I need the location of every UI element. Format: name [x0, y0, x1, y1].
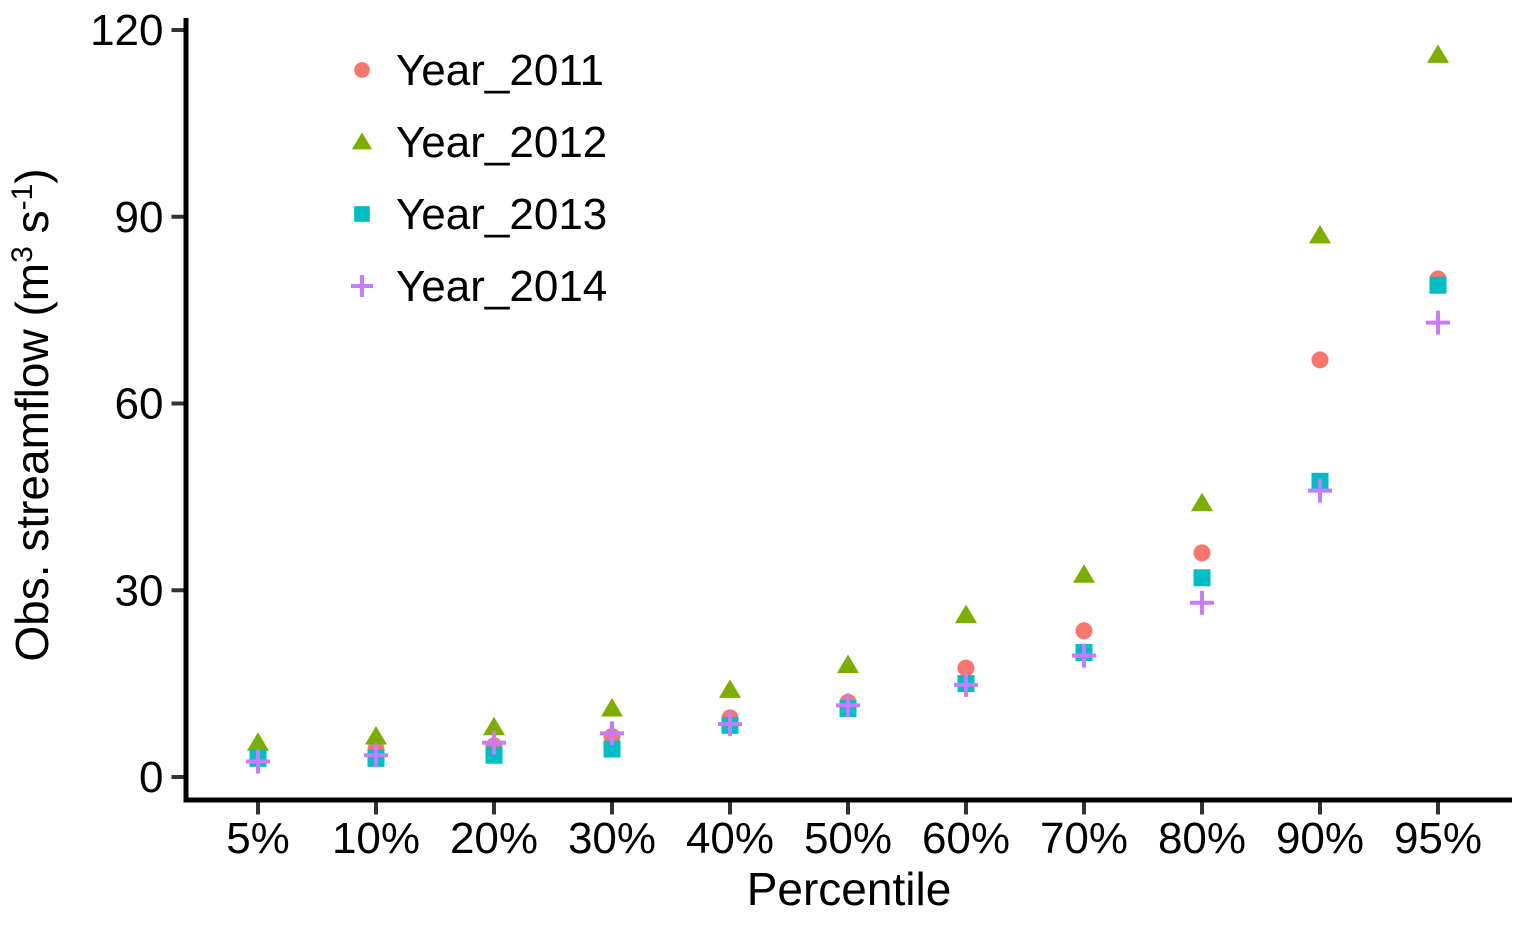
legend-label-year_2012: Year_2012	[396, 118, 607, 167]
data-point-year_2014-80%	[1190, 590, 1214, 615]
y-tick-label: 0	[139, 753, 163, 802]
legend-label-year_2014: Year_2014	[396, 262, 607, 311]
data-point-year_2012-95%	[1427, 44, 1449, 63]
x-axis-title: Percentile	[747, 863, 952, 915]
data-point-year_2014-60%	[954, 672, 978, 697]
data-point-year_2012-30%	[601, 698, 623, 717]
y-tick-label: 30	[115, 566, 164, 615]
data-point-year_2012-80%	[1191, 492, 1213, 512]
data-point-year_2014-95%	[1426, 310, 1450, 335]
x-tick-label: 20%	[450, 814, 538, 863]
x-tick-label: 30%	[568, 814, 656, 863]
data-point-year_2011-70%	[1075, 622, 1093, 640]
legend-marker-year_2012	[351, 132, 373, 150]
x-tick-label: 70%	[1040, 814, 1128, 863]
y-tick-label: 120	[90, 6, 163, 55]
y-tick-label: 60	[115, 380, 164, 429]
y-tick-label: 90	[115, 193, 164, 242]
data-point-year_2014-50%	[836, 693, 860, 718]
data-point-year_2014-20%	[482, 730, 506, 755]
data-point-year_2014-30%	[600, 721, 624, 746]
data-point-year_2012-70%	[1073, 564, 1095, 583]
data-point-year_2013-95%	[1429, 276, 1447, 294]
data-point-year_2013-80%	[1193, 569, 1211, 587]
data-point-year_2011-60%	[957, 659, 975, 677]
x-tick-label: 60%	[922, 814, 1010, 863]
data-point-year_2014-10%	[364, 743, 388, 768]
data-point-year_2012-60%	[955, 604, 977, 624]
legend-marker-year_2013	[354, 206, 370, 222]
y-axis-title: Obs. streamflow (m3 s-1)	[6, 168, 58, 661]
data-point-year_2012-20%	[483, 716, 505, 736]
data-point-year_2012-40%	[719, 679, 741, 698]
x-tick-label: 50%	[804, 814, 892, 863]
data-point-year_2014-70%	[1072, 643, 1096, 668]
x-tick-label: 80%	[1158, 814, 1246, 863]
data-point-year_2011-80%	[1193, 544, 1211, 562]
data-point-year_2014-5%	[246, 749, 270, 774]
data-point-year_2014-40%	[718, 712, 742, 737]
data-point-year_2011-90%	[1311, 351, 1329, 369]
data-point-year_2014-90%	[1308, 478, 1332, 503]
x-tick-label: 95%	[1394, 814, 1482, 863]
data-point-year_2012-90%	[1309, 224, 1331, 244]
legend-label-year_2011: Year_2011	[396, 46, 604, 95]
x-tick-label: 10%	[332, 814, 420, 863]
legend-label-year_2013: Year_2013	[396, 190, 607, 239]
x-tick-label: 5%	[226, 814, 290, 863]
x-tick-label: 40%	[686, 814, 774, 863]
data-point-year_2013-30%	[603, 740, 621, 758]
legend-marker-year_2011	[354, 62, 370, 78]
data-point-year_2012-50%	[837, 654, 859, 673]
x-tick-label: 90%	[1276, 814, 1364, 863]
legend-marker-year_2014	[350, 274, 374, 298]
data-point-year_2012-10%	[365, 726, 387, 745]
data-point-year_2013-20%	[485, 746, 503, 764]
data-point-year_2012-5%	[247, 732, 269, 751]
